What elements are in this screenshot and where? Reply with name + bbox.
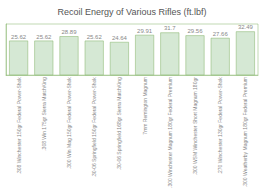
svg-text:29.91: 29.91 [137,28,153,34]
svg-text:.30-06 Springfield 150gr Feder: .30-06 Springfield 150gr Federal Power-S… [91,77,97,178]
svg-text:.30-06 Springfield 168gr Sierr: .30-06 Springfield 168gr Sierra MatchKin… [116,77,122,170]
svg-text:.300 Weatherby Magnum 180gr Fe: .300 Weatherby Magnum 180gr Federal Prem… [242,77,248,187]
svg-text:24.64: 24.64 [112,35,128,41]
svg-text:28.89: 28.89 [61,29,77,35]
svg-text:25.62: 25.62 [87,34,103,40]
svg-text:.270 Winchester 130gr Federal: .270 Winchester 130gr Federal Power-Shok [217,77,223,175]
svg-text:.308 Winchester 150gr Federal: .308 Winchester 150gr Federal Power-Shok [16,77,22,175]
svg-text:.300 WSM Winchester Short Magn: .300 WSM Winchester Short Magnum 180gr [192,77,198,175]
svg-text:31.7: 31.7 [164,25,176,31]
svg-text:32.49: 32.49 [238,24,254,30]
svg-text:7mm Remington Magnum: 7mm Remington Magnum [142,77,148,135]
svg-text:25.62: 25.62 [11,34,27,40]
svg-text:Recoil Energy of Various Rifle: Recoil Energy of Various Rifles (ft.lbf) [58,7,207,17]
svg-text:27.66: 27.66 [213,31,229,37]
svg-text:.300 Winchester Magnum 180gr F: .300 Winchester Magnum 180gr Federal Pre… [167,77,173,188]
svg-text:25.62: 25.62 [36,34,52,40]
svg-text:.308 Win 175gr Sierra MatchKin: .308 Win 175gr Sierra MatchKing [41,77,47,151]
svg-text:.300 Win Mag 150gr Federal Pow: .300 Win Mag 150gr Federal Power-Shok [66,77,72,169]
svg-text:29.56: 29.56 [187,28,203,34]
